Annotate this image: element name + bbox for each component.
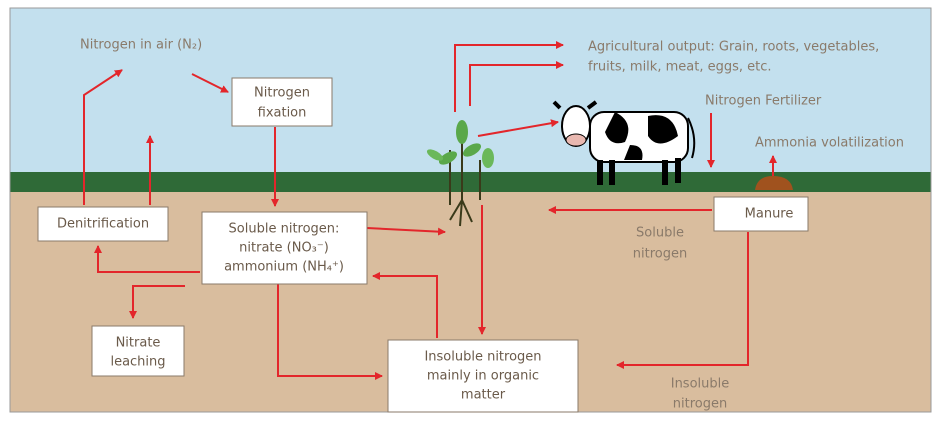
grass: [10, 172, 931, 192]
label: mainly in organic: [427, 369, 539, 384]
arrows: [83, 41, 777, 380]
label: Nitrogen: [254, 86, 310, 101]
label: Denitrification: [57, 217, 149, 232]
label: Nitrogen in air (N₂): [80, 38, 202, 53]
label: fixation: [258, 106, 307, 121]
node-box: [387, 339, 579, 413]
label: matter: [461, 388, 506, 403]
label: nitrogen: [633, 247, 687, 262]
label: nitrogen: [673, 397, 727, 412]
label: Soluble nitrogen:: [229, 222, 340, 237]
node-box: [713, 196, 809, 232]
node-box: [231, 77, 333, 127]
label: Manure: [745, 207, 794, 222]
label: Nitrate: [116, 336, 161, 351]
label: Insoluble: [671, 377, 730, 392]
label: leaching: [110, 355, 165, 370]
plant: [426, 120, 494, 227]
node-box: [37, 206, 169, 242]
label: Nitrogen Fertilizer: [705, 94, 822, 109]
label: fruits, milk, meat, eggs, etc.: [588, 60, 772, 75]
label: Ammonia volatilization: [755, 136, 904, 151]
node-box: [201, 211, 368, 285]
label: Insoluble nitrogen: [424, 350, 541, 365]
cow: [552, 100, 696, 185]
label: Soluble: [636, 226, 684, 241]
manure-pile: [755, 176, 793, 190]
node-box: [91, 325, 185, 377]
label: ammonium (NH₄⁺): [224, 260, 344, 275]
label: Agricultural output: Grain, roots, veget…: [588, 40, 879, 55]
label: nitrate (NO₃⁻): [239, 241, 329, 256]
